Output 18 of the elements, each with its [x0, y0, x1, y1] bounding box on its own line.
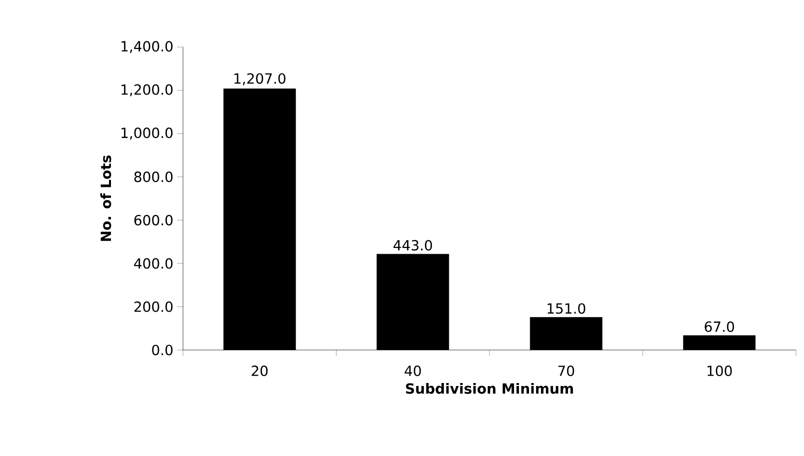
x-tick-label: 70	[558, 366, 574, 376]
y-tick-label: 400.0	[134, 258, 173, 269]
y-tick-label: 800.0	[134, 172, 173, 182]
data-label: 67.0	[704, 321, 734, 332]
x-tick-label: 100	[708, 366, 732, 376]
x-tick-label: 20	[252, 366, 268, 376]
data-label: 151.0	[548, 303, 586, 314]
x-axis-title: Subdivision Minimum	[406, 382, 573, 394]
y-tick-label: 1,200.0	[122, 84, 173, 96]
y-tick-label: 1,000.0	[122, 128, 173, 140]
y-tick-label: 1,400.0	[122, 40, 173, 54]
y-tick-label: 0.0	[152, 344, 173, 356]
y-tick-label: 600.0	[134, 214, 173, 226]
data-label: 443.0	[394, 240, 432, 251]
y-axis-title: No. of Lots	[100, 156, 112, 241]
data-label: 1,207.0	[234, 73, 286, 86]
y-tick-label: 200.0	[134, 301, 173, 312]
x-tick-label: 40	[404, 366, 421, 376]
